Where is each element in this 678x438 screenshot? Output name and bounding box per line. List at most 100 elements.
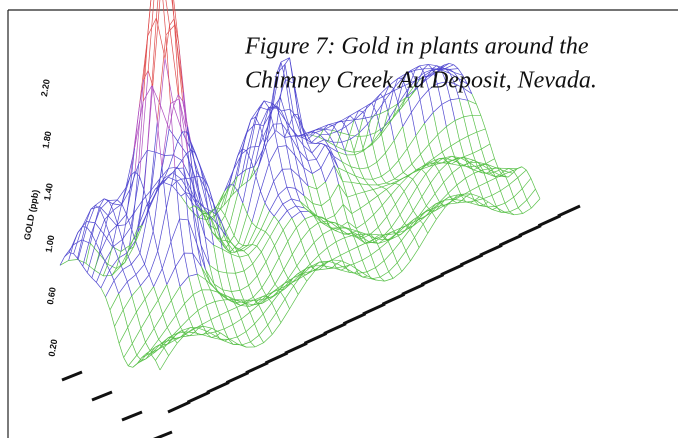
mesh-line bbox=[422, 209, 428, 214]
mesh-line bbox=[171, 286, 181, 301]
mesh-line bbox=[290, 135, 300, 151]
mesh-line bbox=[396, 86, 403, 105]
mesh-line bbox=[214, 299, 224, 302]
mesh-line bbox=[145, 342, 151, 351]
mesh-line bbox=[135, 274, 141, 286]
mesh-line bbox=[94, 222, 104, 235]
mesh-line bbox=[323, 129, 329, 135]
mesh-line bbox=[150, 194, 156, 203]
mesh-line bbox=[123, 343, 133, 358]
mesh-line bbox=[328, 124, 333, 126]
mesh-line bbox=[495, 167, 501, 169]
mesh-line bbox=[344, 237, 350, 252]
mesh-line bbox=[232, 318, 242, 325]
mesh-line bbox=[200, 202, 206, 237]
mesh-line bbox=[262, 297, 272, 304]
mesh-line bbox=[132, 363, 138, 368]
mesh-line bbox=[121, 189, 131, 206]
mesh-line bbox=[124, 245, 130, 263]
mesh-line bbox=[268, 146, 279, 164]
mesh-line bbox=[297, 268, 307, 275]
mesh-line bbox=[458, 78, 464, 89]
mesh-line bbox=[261, 287, 267, 297]
mesh-line bbox=[152, 0, 161, 87]
mesh-line bbox=[434, 157, 444, 165]
mesh-line bbox=[188, 276, 194, 295]
mesh-line bbox=[496, 202, 506, 207]
mesh-line bbox=[165, 24, 175, 36]
mesh-line bbox=[156, 0, 159, 18]
mesh-line bbox=[233, 184, 239, 193]
mesh-line bbox=[373, 214, 379, 228]
mesh-line bbox=[478, 181, 488, 187]
mesh-line bbox=[128, 365, 133, 368]
mesh-line bbox=[211, 335, 216, 338]
mesh-line bbox=[338, 221, 348, 229]
mesh-line bbox=[254, 313, 264, 325]
mesh-line bbox=[372, 176, 382, 180]
mesh-line bbox=[402, 112, 412, 127]
mesh-line bbox=[134, 79, 144, 172]
mesh-line bbox=[448, 202, 458, 205]
mesh-line bbox=[332, 142, 339, 153]
axis-tick bbox=[342, 312, 367, 326]
mesh-line bbox=[402, 172, 408, 176]
mesh-line bbox=[146, 189, 152, 214]
mesh-line bbox=[277, 145, 287, 148]
mesh-line bbox=[360, 201, 370, 209]
mesh-line bbox=[160, 58, 166, 106]
mesh-line bbox=[278, 257, 284, 270]
mesh-line bbox=[220, 208, 226, 216]
mesh-line bbox=[236, 336, 243, 346]
mesh-line bbox=[423, 72, 429, 90]
mesh-line bbox=[291, 198, 301, 202]
mesh-line bbox=[377, 184, 382, 188]
mesh-line bbox=[280, 57, 290, 63]
mesh-line bbox=[462, 87, 473, 94]
mesh-line bbox=[68, 244, 74, 261]
mesh-line bbox=[357, 230, 367, 235]
mesh-line bbox=[364, 189, 374, 193]
mesh-line bbox=[333, 165, 344, 182]
mesh-line bbox=[378, 240, 388, 244]
mesh-line bbox=[172, 180, 178, 186]
mesh-line bbox=[99, 209, 105, 220]
mesh-line bbox=[161, 241, 172, 269]
mesh-line bbox=[238, 213, 248, 243]
mesh-line bbox=[241, 341, 251, 346]
mesh-line bbox=[85, 263, 95, 271]
mesh-line bbox=[521, 188, 528, 201]
mesh-line bbox=[335, 241, 341, 256]
mesh-line bbox=[111, 266, 121, 276]
mesh-line bbox=[148, 250, 159, 276]
mesh-line bbox=[401, 78, 408, 91]
mesh-line bbox=[336, 263, 346, 269]
mesh-line bbox=[419, 89, 429, 100]
mesh-line bbox=[470, 202, 480, 206]
mesh-line bbox=[367, 123, 373, 143]
mesh-line bbox=[321, 198, 331, 206]
mesh-line bbox=[252, 244, 257, 247]
mesh-line bbox=[281, 108, 291, 112]
mesh-line bbox=[359, 183, 369, 186]
mesh-line bbox=[317, 216, 327, 225]
mesh-line bbox=[237, 148, 243, 156]
mesh-line bbox=[164, 25, 170, 59]
mesh-line bbox=[191, 165, 201, 203]
mesh-line bbox=[360, 238, 366, 244]
mesh-line bbox=[228, 338, 238, 345]
mesh-line bbox=[326, 247, 333, 261]
mesh-line bbox=[376, 152, 386, 163]
mesh-line bbox=[476, 128, 486, 133]
mesh-line bbox=[405, 85, 415, 99]
mesh-line bbox=[454, 120, 460, 141]
mesh-line bbox=[417, 217, 423, 220]
mesh-line bbox=[353, 263, 359, 274]
mesh-line bbox=[420, 164, 426, 170]
mesh-line bbox=[207, 223, 213, 233]
mesh-line bbox=[339, 226, 345, 230]
mesh-line bbox=[170, 98, 180, 104]
mesh-line bbox=[457, 200, 462, 204]
mesh-line bbox=[421, 196, 427, 207]
mesh-line bbox=[435, 202, 441, 205]
